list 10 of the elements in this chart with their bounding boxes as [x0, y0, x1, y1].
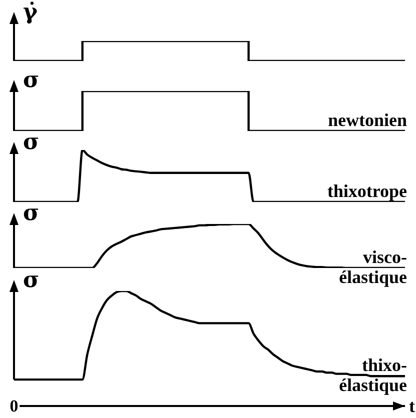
series-label: thixo-élastique: [338, 355, 407, 396]
y-axis-title: σ: [23, 267, 40, 293]
y-axis-title: σ: [23, 129, 40, 155]
y-axis-title: σ: [23, 67, 40, 93]
series-label: visco-élastique: [338, 247, 407, 287]
series-label: thixotrope: [326, 181, 407, 201]
y-axis-title: σ: [23, 200, 40, 226]
series-label: newtonien: [326, 110, 407, 130]
y-axis-title: γ̇: [23, 0, 38, 25]
x-axis-title: t: [409, 396, 415, 416]
